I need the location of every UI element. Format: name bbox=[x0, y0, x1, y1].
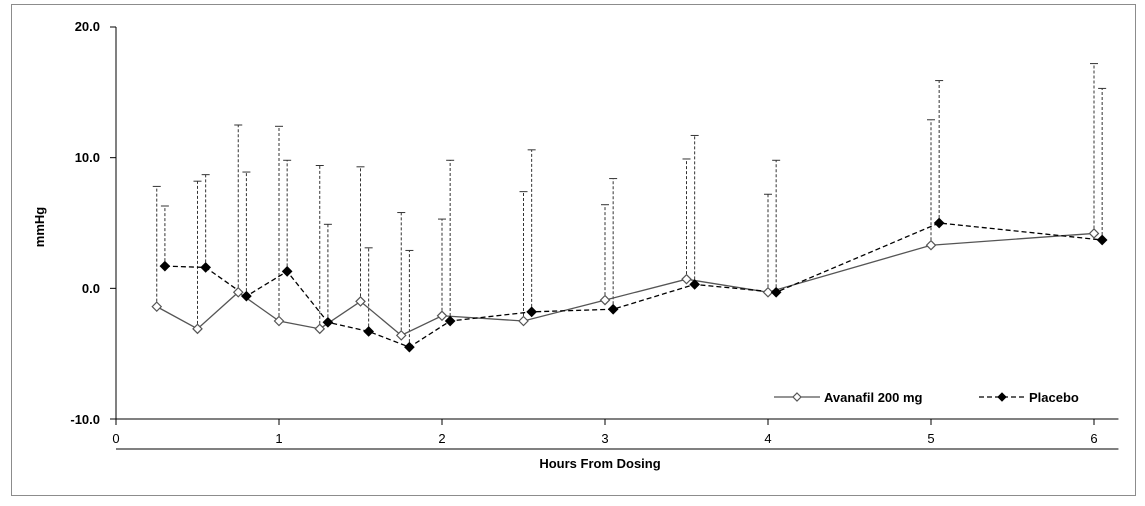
data-point-placebo bbox=[1096, 234, 1108, 246]
legend-label-placebo: Placebo bbox=[1029, 390, 1079, 405]
legend: Avanafil 200 mg Placebo bbox=[774, 390, 1079, 405]
data-point-placebo bbox=[770, 286, 782, 298]
x-tick-label: 3 bbox=[601, 431, 608, 446]
line-chart: 20.0 10.0 0.0 -10.0 0 1 2 3 4 5 6 mmHg H… bbox=[32, 19, 1119, 471]
x-axis-title: Hours From Dosing bbox=[539, 456, 660, 471]
data-point-avanafil bbox=[436, 310, 448, 322]
data-point-placebo bbox=[241, 290, 252, 302]
legend-label-avanafil: Avanafil 200 mg bbox=[824, 390, 923, 405]
data-point-placebo bbox=[363, 326, 374, 337]
y-tick-label: 20.0 bbox=[75, 19, 100, 34]
series-line-placebo bbox=[164, 222, 1103, 348]
y-tick-label: 10.0 bbox=[75, 150, 100, 165]
legend-marker-avanafil bbox=[792, 392, 802, 402]
data-point-placebo bbox=[200, 262, 211, 273]
x-tick-label: 6 bbox=[1090, 431, 1097, 446]
x-tick-label: 5 bbox=[927, 431, 934, 446]
x-tick-label: 0 bbox=[112, 431, 119, 446]
data-point-placebo bbox=[444, 315, 456, 327]
x-tick-label: 4 bbox=[764, 431, 771, 446]
data-point-avanafil bbox=[1088, 228, 1100, 239]
data-point-placebo bbox=[526, 306, 537, 318]
data-point-avanafil bbox=[395, 330, 407, 341]
chart-frame: 20.0 10.0 0.0 -10.0 0 1 2 3 4 5 6 mmHg H… bbox=[11, 4, 1136, 496]
data-point-placebo bbox=[607, 303, 619, 315]
data-point-avanafil bbox=[518, 315, 529, 327]
data-point-placebo bbox=[281, 265, 293, 277]
data-point-avanafil bbox=[355, 296, 366, 307]
legend-marker-placebo bbox=[997, 392, 1007, 402]
data-point-avanafil bbox=[762, 286, 774, 298]
data-point-placebo bbox=[322, 316, 334, 328]
data-point-avanafil bbox=[192, 323, 203, 335]
data-point-placebo bbox=[159, 260, 171, 272]
data-point-placebo bbox=[933, 217, 945, 229]
data-point-placebo bbox=[689, 279, 700, 290]
data-point-avanafil bbox=[925, 239, 937, 251]
data-point-avanafil bbox=[232, 286, 244, 298]
y-axis-title: mmHg bbox=[32, 207, 47, 248]
data-point-avanafil bbox=[681, 273, 692, 285]
data-point-placebo bbox=[404, 341, 415, 353]
data-point-avanafil bbox=[599, 294, 611, 306]
y-tick-label: -10.0 bbox=[70, 412, 100, 427]
data-point-avanafil bbox=[314, 323, 326, 335]
x-tick-label: 2 bbox=[438, 431, 445, 446]
data-point-avanafil bbox=[273, 315, 285, 327]
x-tick-label: 1 bbox=[275, 431, 282, 446]
data-point-avanafil bbox=[151, 301, 163, 312]
y-tick-label: 0.0 bbox=[82, 281, 100, 296]
